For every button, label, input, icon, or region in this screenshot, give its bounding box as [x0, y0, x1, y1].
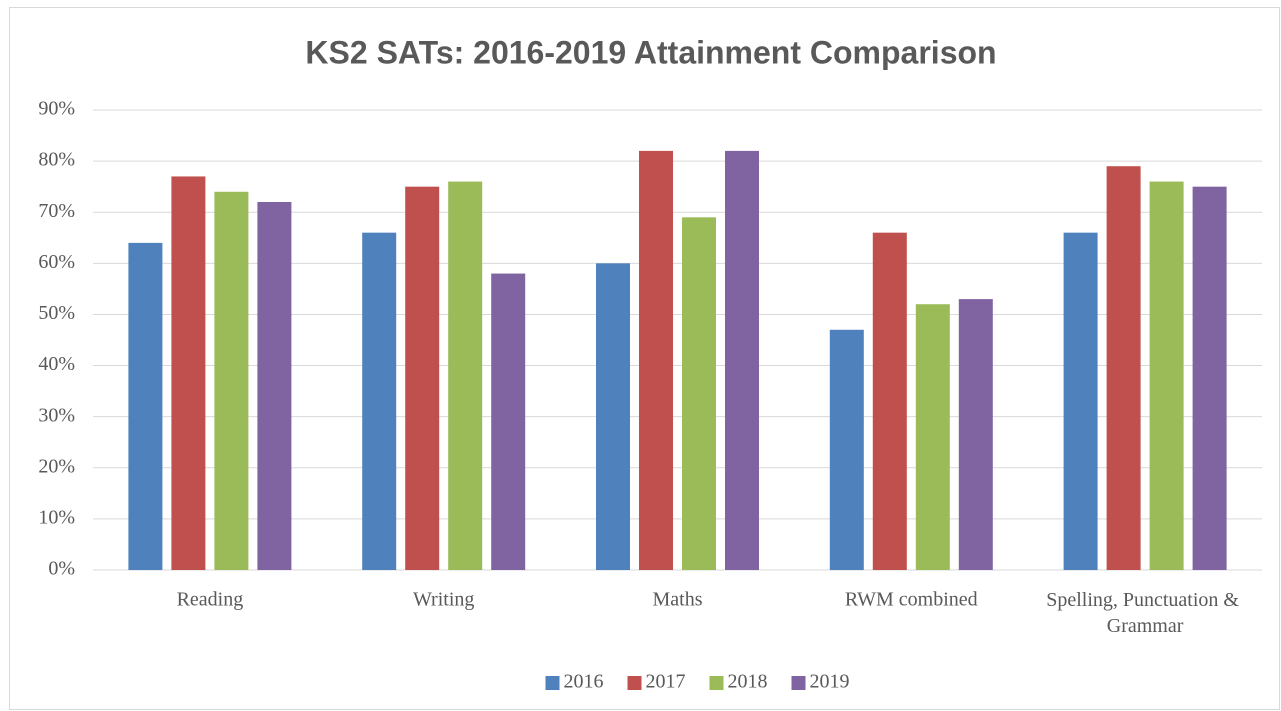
bar [171, 176, 206, 570]
legend-label: 2016 [564, 671, 604, 693]
y-tick-label: 20% [38, 455, 75, 477]
bar [405, 186, 440, 570]
legend-swatch [545, 676, 560, 690]
bar [958, 299, 993, 570]
chart-title: KS2 SATs: 2016-2019 Attainment Compariso… [305, 34, 996, 70]
bar [362, 232, 397, 570]
bar [596, 263, 630, 570]
bar [829, 329, 864, 570]
bar [491, 273, 526, 570]
y-tick-label: 10% [38, 506, 75, 528]
bar [1149, 181, 1184, 571]
bar [915, 304, 950, 570]
bar [1106, 166, 1141, 570]
bar [725, 150, 759, 570]
bar [448, 181, 483, 571]
legend-swatch [791, 676, 806, 690]
legend-swatch [709, 676, 724, 690]
x-tick-label: Maths [653, 589, 703, 611]
legend-swatch [627, 676, 642, 690]
y-tick-label: 60% [38, 251, 75, 273]
x-tick-label: Reading [177, 589, 244, 611]
y-tick-label: 90% [38, 98, 75, 120]
bar [214, 191, 249, 570]
x-tick-label: Spelling, Punctuation & Grammar [1046, 589, 1244, 637]
legend-label: 2019 [810, 671, 850, 693]
bar [1063, 232, 1098, 570]
x-tick-label: Writing [413, 589, 474, 611]
legend-label: 2018 [728, 671, 768, 693]
bar [639, 150, 673, 570]
y-tick-label: 0% [48, 558, 75, 580]
y-tick-label: 50% [38, 302, 75, 324]
y-tick-label: 40% [38, 353, 75, 375]
bar [682, 217, 716, 571]
bar [1192, 186, 1227, 570]
x-tick-label: RWM combined [845, 589, 978, 611]
y-tick-label: 80% [38, 149, 75, 171]
bar [257, 202, 292, 570]
bar [872, 232, 907, 570]
legend-label: 2017 [646, 671, 686, 693]
y-tick-label: 70% [38, 200, 75, 222]
bar [128, 242, 163, 570]
y-tick-label: 30% [38, 404, 75, 426]
